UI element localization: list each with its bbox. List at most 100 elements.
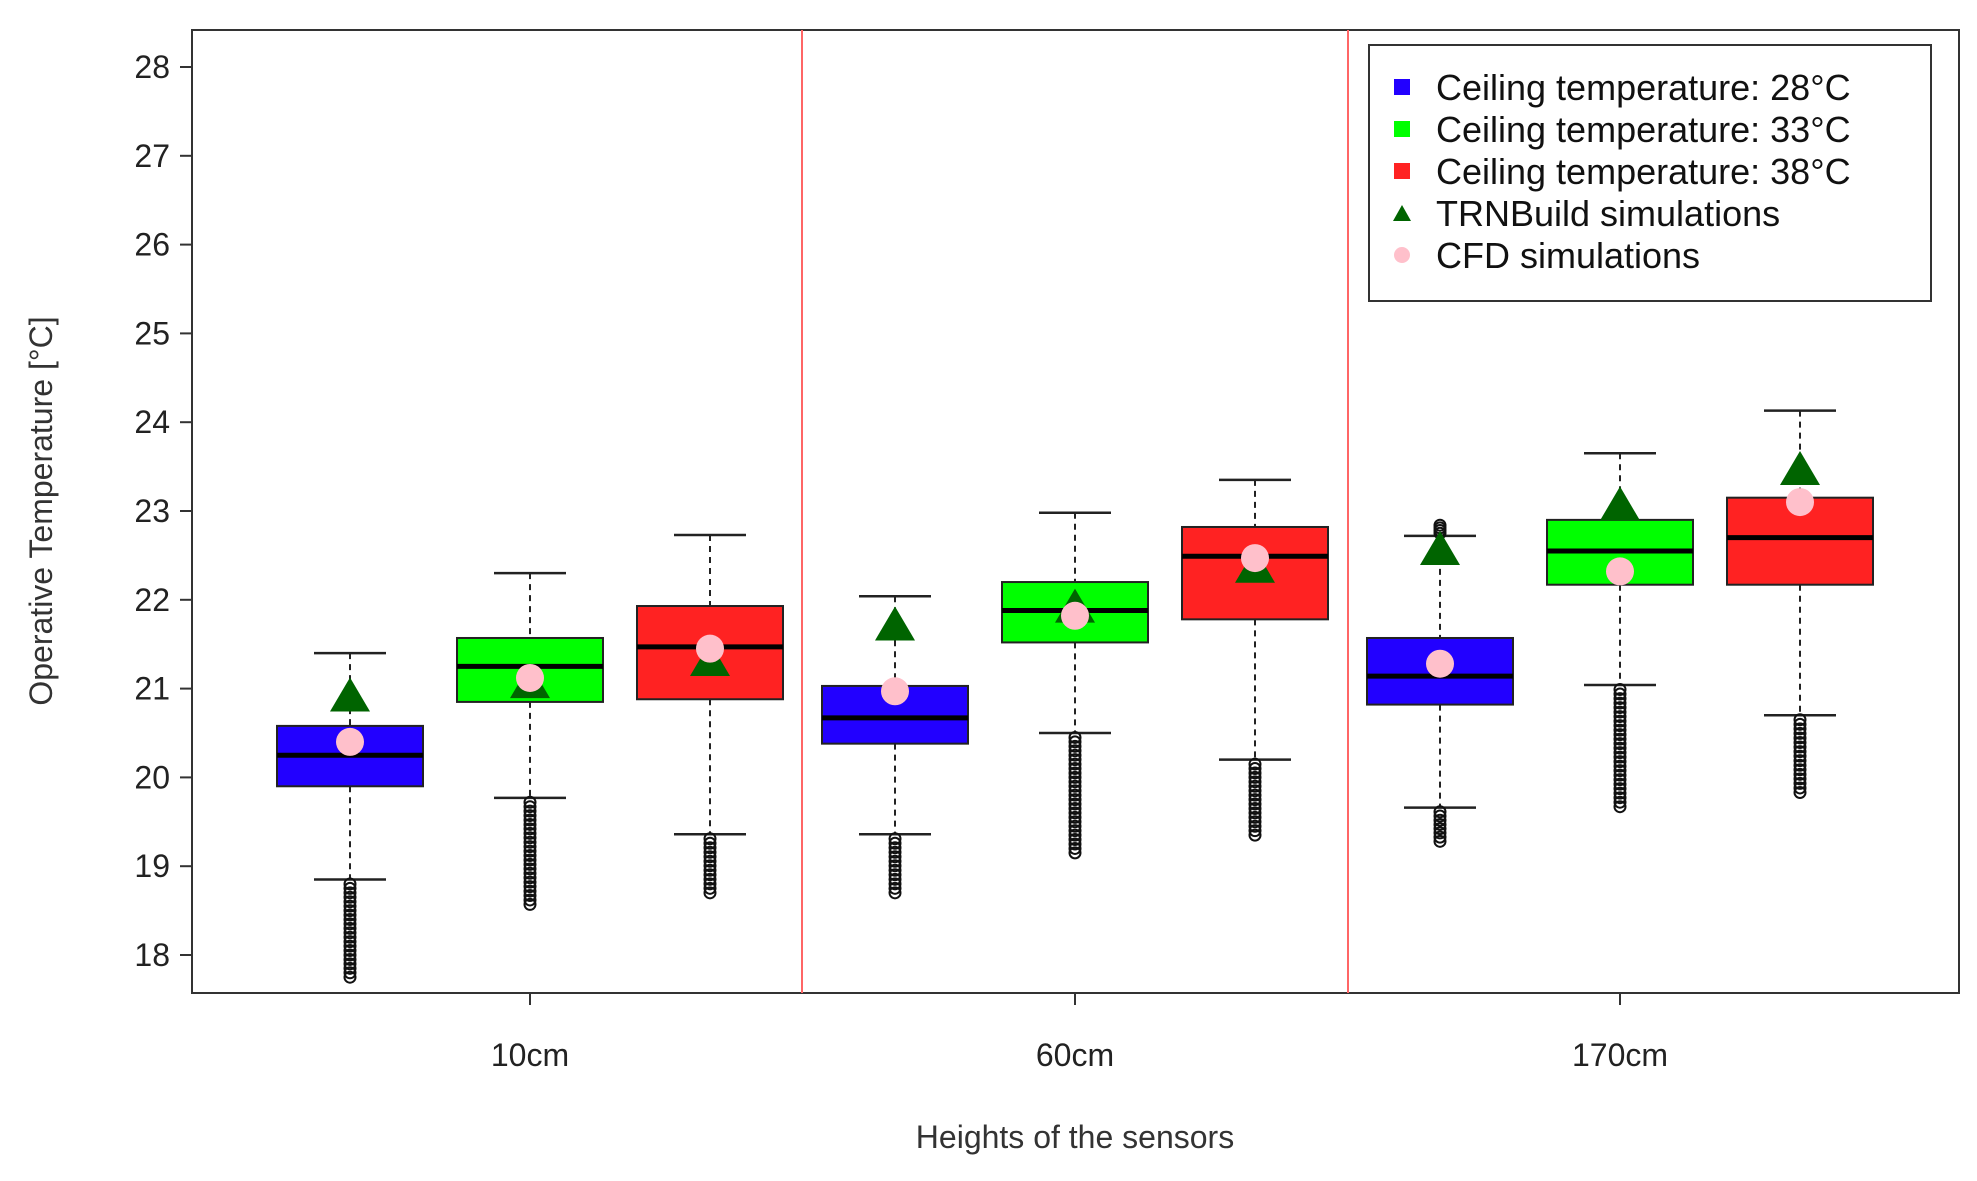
cfd-marker: [1426, 649, 1454, 678]
outlier-point: [1068, 793, 1082, 807]
markers-layer: [330, 451, 1820, 756]
outlier-point: [343, 886, 357, 900]
outlier-point: [1433, 518, 1447, 532]
outlier-point: [343, 881, 357, 895]
outlier-point: [1613, 692, 1627, 706]
outlier-point: [1068, 846, 1082, 860]
outlier-point: [703, 863, 717, 877]
outlier-point: [1248, 806, 1262, 820]
outlier-point: [343, 904, 357, 918]
y-tick-label-27: 27: [134, 138, 170, 174]
outlier-point: [343, 957, 357, 971]
outlier-point: [1068, 730, 1082, 744]
outlier-point: [888, 877, 902, 891]
outliers-low: [888, 832, 902, 900]
outlier-point: [888, 886, 902, 900]
outlier-point: [343, 970, 357, 984]
cfd-marker: [336, 727, 364, 756]
outlier-point: [1068, 806, 1082, 820]
outlier-point: [1613, 750, 1627, 764]
outlier-point: [703, 850, 717, 864]
y-tick-label-22: 22: [134, 582, 170, 618]
outlier-point: [1613, 800, 1627, 814]
legend: Ceiling temperature: 28°C Ceiling temper…: [1368, 44, 1932, 302]
cfd-marker: [881, 677, 909, 706]
outlier-point: [343, 912, 357, 926]
outlier-point: [1248, 815, 1262, 829]
outlier-point: [703, 859, 717, 873]
outlier-point: [523, 880, 537, 894]
outliers-low: [703, 832, 717, 900]
outlier-point: [1248, 770, 1262, 784]
outlier-point: [1793, 758, 1807, 772]
outlier-point: [343, 935, 357, 949]
y-tick-label-23: 23: [134, 493, 170, 529]
outlier-point: [1613, 782, 1627, 796]
outlier-point: [1433, 822, 1447, 836]
outlier-point: [523, 862, 537, 876]
outlier-point: [1793, 772, 1807, 786]
outlier-point: [1613, 741, 1627, 755]
outlier-point: [1433, 805, 1447, 819]
outlier-point: [1433, 817, 1447, 831]
outlier-point: [1068, 739, 1082, 753]
outlier-point: [343, 952, 357, 966]
outlier-point: [523, 889, 537, 903]
x-axis: 10cm 60cm 170cm: [491, 993, 1668, 1073]
outlier-point: [343, 921, 357, 935]
outlier-point: [888, 854, 902, 868]
outlier-point: [1613, 755, 1627, 769]
outlier-point: [703, 836, 717, 850]
box-170cm-series-3: [1726, 409, 1874, 799]
outlier-point: [343, 948, 357, 962]
outlier-point: [1068, 775, 1082, 789]
outlier-point: [343, 890, 357, 904]
legend-label-trnbuild: TRNBuild simulations: [1436, 193, 1780, 234]
outlier-point: [523, 804, 537, 818]
outlier-point: [1613, 777, 1627, 791]
x-tick-label-10cm: 10cm: [491, 1037, 569, 1073]
outlier-point: [523, 871, 537, 885]
outlier-point: [1613, 714, 1627, 728]
outlier-point: [1793, 763, 1807, 777]
legend-label-cfd: CFD simulations: [1436, 235, 1700, 276]
group-separators: [801, 30, 1349, 993]
cfd-marker: [516, 663, 544, 692]
outlier-point: [1613, 764, 1627, 778]
outliers-low: [1248, 757, 1262, 842]
outlier-point: [703, 886, 717, 900]
outlier-point: [1793, 785, 1807, 799]
outlier-point: [1068, 748, 1082, 762]
box-10cm-series-3: [636, 533, 784, 900]
outlier-point: [1248, 797, 1262, 811]
outlier-point: [703, 877, 717, 891]
legend-label-33: Ceiling temperature: 33°C: [1436, 109, 1851, 150]
outlier-point: [1613, 719, 1627, 733]
outlier-point: [1248, 788, 1262, 802]
outlier-point: [1248, 762, 1262, 776]
legend-circle-icon: [1394, 247, 1410, 263]
outlier-point: [1613, 696, 1627, 710]
outlier-point: [523, 866, 537, 880]
box-10cm-series-2: [456, 571, 604, 911]
cfd-marker: [1606, 557, 1634, 586]
outlier-point: [1248, 784, 1262, 798]
outlier-point: [1793, 722, 1807, 736]
outlier-point: [343, 926, 357, 940]
outlier-point: [888, 832, 902, 846]
outlier-point: [888, 836, 902, 850]
outlier-point: [343, 917, 357, 931]
outlier-point: [523, 893, 537, 907]
box-60cm-series-1: [821, 594, 969, 900]
outlier-point: [523, 897, 537, 911]
outlier-point: [1613, 737, 1627, 751]
x-axis-title: Heights of the sensors: [916, 1119, 1234, 1155]
outlier-point: [1248, 793, 1262, 807]
outlier-point: [1068, 837, 1082, 851]
cfd-marker: [1241, 544, 1269, 573]
trnbuild-marker: [1600, 486, 1640, 521]
outlier-point: [888, 872, 902, 886]
cfd-marker: [1061, 601, 1089, 630]
outlier-point: [1433, 830, 1447, 844]
